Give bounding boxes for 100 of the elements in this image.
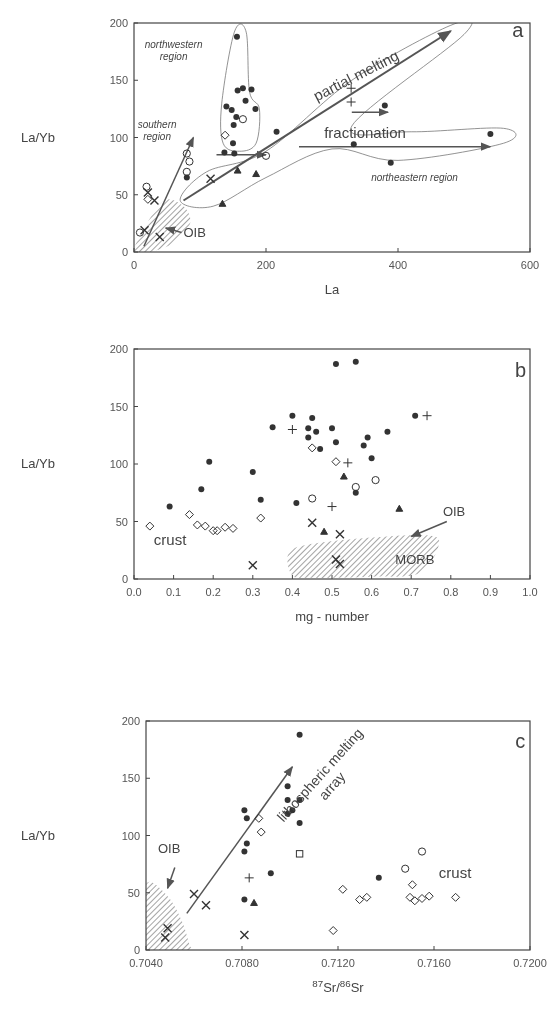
annotation: southern region [137, 119, 177, 142]
y-tick-label: 50 [115, 188, 128, 201]
x-tick-label: 0.7160 [417, 957, 451, 969]
x-axis-title: La [324, 282, 340, 297]
annotation: fractionation [324, 123, 406, 141]
point [198, 486, 205, 493]
point [248, 560, 258, 570]
point [149, 195, 160, 206]
point [395, 504, 404, 512]
point [231, 150, 238, 157]
y-tick-label: 0 [121, 573, 128, 585]
point [182, 149, 191, 158]
point [360, 442, 367, 449]
point [375, 874, 382, 881]
point [307, 517, 317, 528]
point [293, 500, 300, 507]
annotation: MORB [395, 552, 435, 568]
point [267, 870, 274, 877]
y-tick-label: 200 [121, 715, 140, 727]
y-tick-label: 150 [121, 772, 140, 785]
point [261, 151, 271, 160]
point [295, 850, 304, 858]
x-tick-label: 0.7120 [321, 957, 355, 969]
point [205, 174, 216, 184]
point [221, 149, 228, 156]
point [233, 113, 240, 120]
x-tick-label: 200 [256, 259, 276, 271]
x-tick-label: 0.7080 [225, 957, 259, 969]
x-tick-label: 1.0 [522, 586, 538, 598]
point [339, 472, 348, 480]
point [239, 85, 246, 92]
point [185, 157, 194, 166]
point [329, 425, 335, 432]
annotation: northeastern region [371, 172, 459, 184]
point [487, 131, 494, 138]
point [332, 360, 339, 367]
x-tick-label: 0.4 [284, 586, 301, 598]
x-tick-label: 0.7200 [513, 957, 547, 969]
x-tick-label: 0.3 [245, 586, 261, 598]
y-tick-label: 200 [109, 343, 128, 355]
point [422, 410, 433, 421]
y-axis-title: La/Yb [21, 129, 55, 145]
point [351, 482, 360, 492]
point [269, 424, 276, 431]
point [252, 105, 259, 112]
point [166, 503, 173, 510]
point [252, 170, 260, 178]
point [313, 428, 320, 435]
point [257, 496, 264, 503]
annotation: crust [438, 863, 473, 881]
annotation: c [515, 730, 526, 753]
point [243, 840, 250, 847]
point [230, 140, 236, 147]
y-tick-label: 100 [109, 458, 128, 470]
x-axis-title: $^{87}$Sr/$^{86}$Sr [312, 977, 365, 995]
annotation: OIB [442, 503, 466, 519]
point [241, 848, 248, 855]
point [241, 896, 248, 903]
point [228, 107, 235, 114]
point [135, 228, 145, 237]
y-tick-label: 50 [127, 886, 140, 899]
point [352, 489, 359, 496]
point [368, 455, 375, 462]
point [335, 559, 345, 569]
point [223, 103, 230, 110]
point [250, 898, 258, 906]
y-axis-title: La/Yb [21, 827, 55, 843]
x-tick-label: 0.1 [165, 586, 182, 598]
x-tick-label: 0.7040 [129, 957, 163, 969]
point [273, 128, 280, 135]
point [233, 166, 242, 174]
x-tick-label: 0.5 [324, 586, 340, 598]
y-tick-label: 0 [121, 246, 128, 258]
point [143, 187, 153, 198]
point [206, 458, 213, 465]
point [218, 199, 227, 207]
point [162, 923, 173, 933]
point [233, 33, 240, 40]
x-axis-title: mg - number [295, 609, 370, 624]
y-tick-label: 100 [109, 131, 128, 144]
point [289, 412, 296, 419]
point [234, 87, 241, 94]
point [305, 434, 312, 441]
point [381, 102, 388, 109]
x-tick-label: 0.9 [482, 586, 499, 598]
point [309, 415, 316, 421]
point [335, 529, 345, 539]
point [249, 469, 256, 476]
point [305, 425, 312, 432]
point [401, 864, 410, 873]
point [244, 872, 255, 883]
y-tick-label: 150 [109, 74, 128, 87]
x-tick-label: 600 [520, 259, 540, 271]
point [342, 457, 353, 468]
point [352, 358, 359, 365]
x-tick-label: 0.6 [363, 586, 380, 598]
y-tick-label: 200 [109, 17, 128, 29]
point [384, 428, 391, 435]
point [155, 232, 165, 242]
y-tick-label: 100 [121, 829, 140, 842]
